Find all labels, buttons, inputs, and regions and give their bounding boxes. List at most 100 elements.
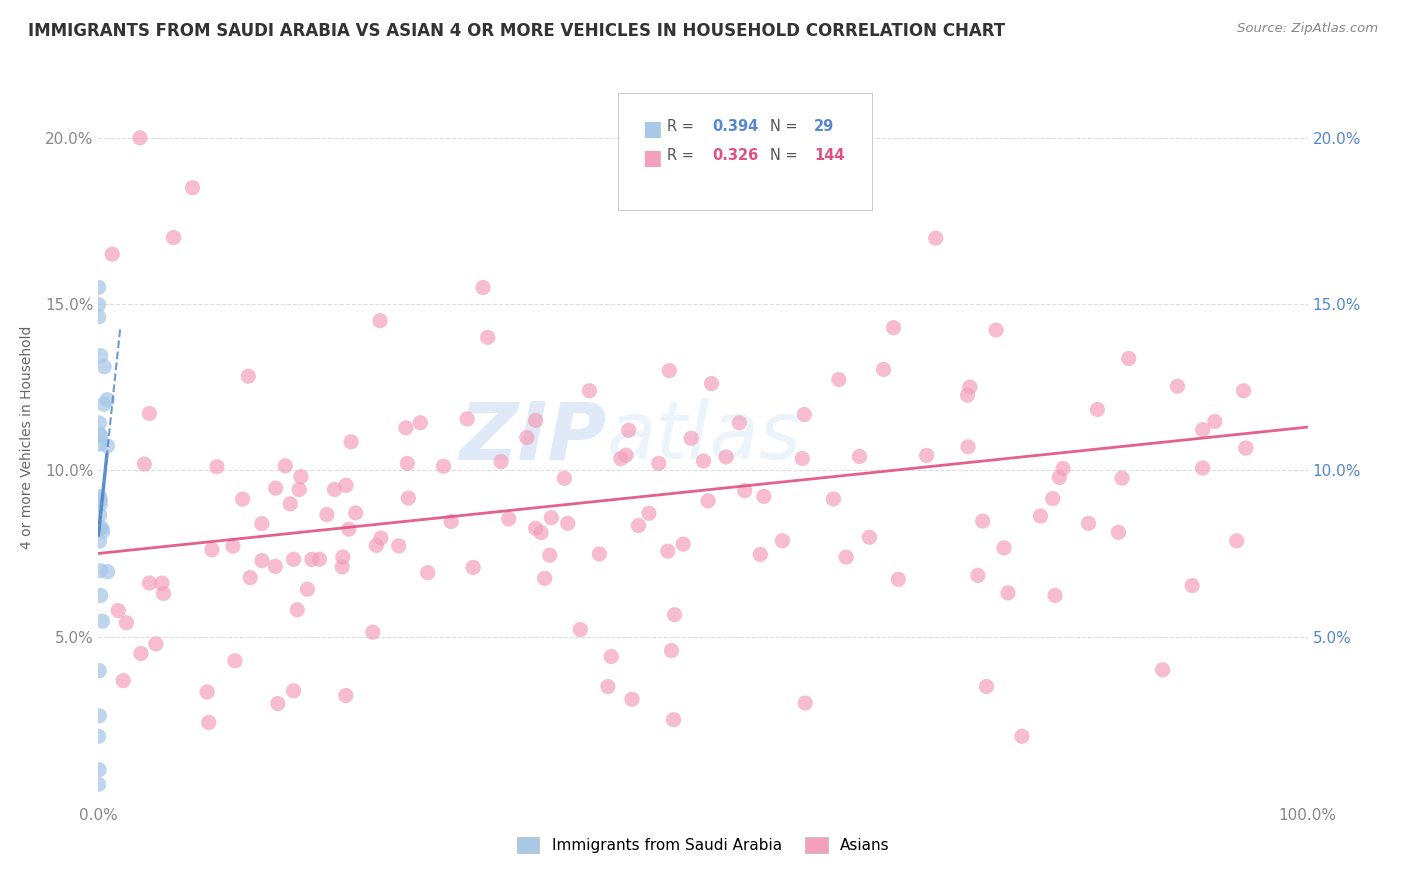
Point	[749, 548, 772, 562]
Point	[395, 421, 418, 435]
Point	[463, 560, 485, 574]
Point	[882, 320, 904, 334]
Point	[330, 559, 353, 574]
FancyBboxPatch shape	[619, 94, 872, 211]
Point	[627, 518, 650, 533]
Point	[661, 643, 683, 657]
Point	[697, 493, 720, 508]
Point	[620, 692, 643, 706]
Point	[700, 376, 723, 391]
Point	[93, 359, 115, 374]
Text: 0.394: 0.394	[713, 119, 759, 134]
Point	[112, 673, 135, 688]
Point	[664, 607, 686, 622]
Point	[966, 568, 988, 582]
Point	[264, 559, 287, 574]
Point	[152, 586, 174, 600]
Point	[250, 516, 273, 531]
Text: 0.326: 0.326	[713, 148, 759, 163]
Point	[201, 542, 224, 557]
Text: 29: 29	[814, 119, 835, 134]
Point	[89, 427, 111, 442]
Point	[1042, 491, 1064, 506]
Point	[610, 451, 633, 466]
Point	[440, 515, 463, 529]
Point	[283, 683, 305, 698]
Point	[89, 508, 111, 522]
Text: Source: ZipAtlas.com: Source: ZipAtlas.com	[1237, 22, 1378, 36]
Point	[89, 490, 111, 504]
Legend: Immigrants from Saudi Arabia, Asians: Immigrants from Saudi Arabia, Asians	[509, 830, 897, 861]
Point	[1232, 384, 1254, 398]
Point	[335, 478, 357, 492]
Point	[91, 614, 114, 628]
Text: N =: N =	[769, 148, 801, 163]
Point	[957, 440, 980, 454]
Point	[925, 231, 948, 245]
Point	[205, 459, 228, 474]
Point	[1111, 471, 1133, 485]
Point	[396, 457, 419, 471]
Point	[1087, 402, 1109, 417]
Point	[540, 510, 562, 524]
Point	[278, 497, 301, 511]
Point	[538, 548, 561, 562]
Point	[89, 498, 111, 512]
Point	[1166, 379, 1188, 393]
Text: ZIP: ZIP	[458, 398, 606, 476]
Y-axis label: 4 or more Vehicles in Household: 4 or more Vehicles in Household	[20, 326, 34, 549]
Point	[472, 280, 495, 294]
Point	[267, 697, 290, 711]
Point	[578, 384, 600, 398]
Point	[181, 180, 204, 194]
Point	[993, 541, 1015, 555]
Point	[366, 538, 388, 552]
Text: ■: ■	[643, 148, 662, 169]
Point	[90, 589, 112, 603]
Point	[96, 392, 118, 407]
Point	[368, 314, 391, 328]
Point	[1077, 516, 1099, 531]
Point	[524, 521, 547, 535]
Text: R =: R =	[666, 119, 699, 134]
Point	[107, 604, 129, 618]
Point	[1152, 663, 1174, 677]
Point	[238, 369, 260, 384]
Point	[1204, 415, 1226, 429]
Point	[340, 434, 363, 449]
Point	[416, 566, 439, 580]
Point	[1107, 525, 1129, 540]
Point	[456, 412, 478, 426]
Point	[1043, 589, 1066, 603]
Point	[89, 416, 111, 430]
Point	[657, 544, 679, 558]
Point	[887, 572, 910, 586]
Point	[1181, 578, 1204, 592]
Point	[516, 431, 538, 445]
Point	[533, 571, 555, 585]
Text: ■: ■	[643, 119, 662, 139]
Point	[997, 586, 1019, 600]
Point	[432, 459, 454, 474]
Point	[872, 362, 894, 376]
Point	[222, 539, 245, 553]
Point	[87, 730, 110, 744]
Point	[658, 363, 681, 377]
Point	[90, 429, 112, 443]
Point	[396, 491, 419, 505]
Point	[162, 230, 184, 244]
Point	[134, 457, 156, 471]
Point	[858, 530, 880, 544]
Point	[823, 491, 845, 506]
Point	[87, 310, 110, 324]
Point	[600, 649, 623, 664]
Point	[617, 423, 640, 437]
Point	[264, 481, 287, 495]
Point	[915, 449, 938, 463]
Text: atlas: atlas	[606, 398, 801, 476]
Point	[90, 564, 112, 578]
Point	[239, 571, 262, 585]
Text: 144: 144	[814, 148, 845, 163]
Point	[370, 531, 392, 545]
Point	[274, 458, 297, 473]
